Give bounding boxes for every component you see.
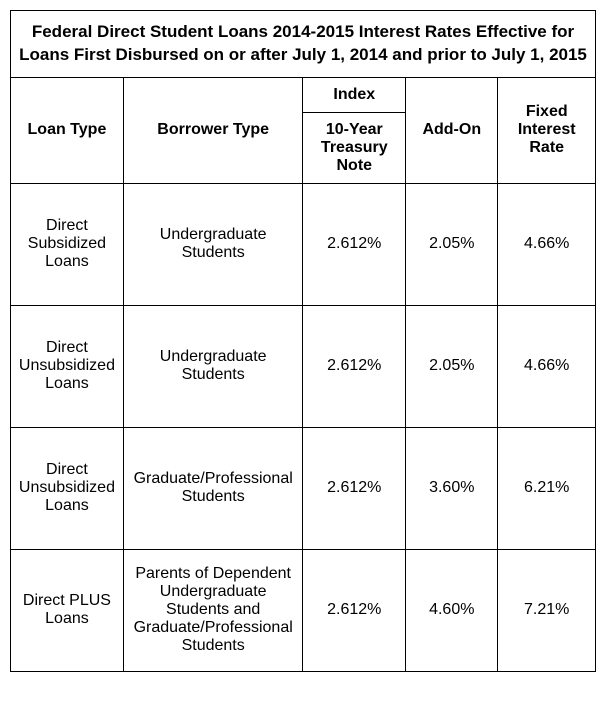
cell-borrower-type: Parents of Dependent Undergraduate Stude… <box>123 549 303 671</box>
col-header-index-sub: 10-Year Treasury Note <box>303 112 406 183</box>
cell-fixed-rate: 6.21% <box>498 427 596 549</box>
cell-fixed-rate: 4.66% <box>498 305 596 427</box>
cell-index: 2.612% <box>303 549 406 671</box>
col-header-loan-type: Loan Type <box>11 77 124 183</box>
cell-loan-type: Direct Unsubsidized Loans <box>11 427 124 549</box>
table-row: Direct PLUS Loans Parents of Dependent U… <box>11 549 596 671</box>
loan-rates-table-container: Federal Direct Student Loans 2014-2015 I… <box>10 10 596 672</box>
table-title: Federal Direct Student Loans 2014-2015 I… <box>11 11 596 78</box>
cell-fixed-rate: 4.66% <box>498 183 596 305</box>
cell-fixed-rate: 7.21% <box>498 549 596 671</box>
col-header-add-on: Add-On <box>406 77 498 183</box>
table-row: Direct Subsidized Loans Undergraduate St… <box>11 183 596 305</box>
col-header-index-group: Index <box>303 77 406 112</box>
cell-index: 2.612% <box>303 183 406 305</box>
col-header-fixed-rate: Fixed Interest Rate <box>498 77 596 183</box>
table-row: Direct Unsubsidized Loans Graduate/Profe… <box>11 427 596 549</box>
cell-borrower-type: Undergraduate Students <box>123 305 303 427</box>
col-header-borrower-type: Borrower Type <box>123 77 303 183</box>
cell-index: 2.612% <box>303 427 406 549</box>
cell-loan-type: Direct PLUS Loans <box>11 549 124 671</box>
cell-add-on: 3.60% <box>406 427 498 549</box>
cell-loan-type: Direct Subsidized Loans <box>11 183 124 305</box>
loan-rates-table: Federal Direct Student Loans 2014-2015 I… <box>10 10 596 672</box>
cell-index: 2.612% <box>303 305 406 427</box>
cell-borrower-type: Graduate/Professional Students <box>123 427 303 549</box>
table-row: Direct Unsubsidized Loans Undergraduate … <box>11 305 596 427</box>
cell-add-on: 2.05% <box>406 183 498 305</box>
cell-add-on: 4.60% <box>406 549 498 671</box>
cell-add-on: 2.05% <box>406 305 498 427</box>
cell-loan-type: Direct Unsubsidized Loans <box>11 305 124 427</box>
cell-borrower-type: Undergraduate Students <box>123 183 303 305</box>
